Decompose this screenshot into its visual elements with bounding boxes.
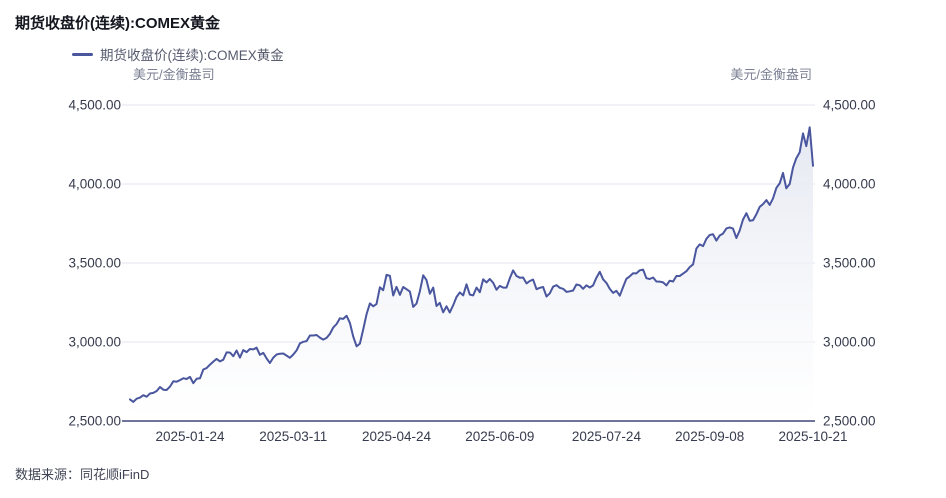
y-axis-label-right: 3,000.00 bbox=[823, 335, 876, 350]
x-axis-label: 2025-09-08 bbox=[675, 429, 744, 444]
x-axis-label: 2025-07-24 bbox=[572, 429, 642, 444]
legend-line-marker bbox=[72, 52, 93, 56]
x-axis-label: 2025-06-09 bbox=[465, 429, 534, 444]
legend[interactable]: 期货收盘价(连续):COMEX黄金 bbox=[72, 44, 284, 64]
y-axis-label-right: 4,000.00 bbox=[823, 177, 876, 192]
y-axis-label-left: 3,500.00 bbox=[68, 256, 121, 271]
data-source: 数据来源：同花顺iFinD bbox=[15, 467, 150, 482]
page-title: 期货收盘价(连续):COMEX黄金 bbox=[15, 15, 220, 32]
gold-price-chart[interactable]: 4,500.00 4,500.00 4,000.00 4,000.00 3,500.00… bbox=[0, 0, 946, 460]
y-axis-label-right: 4,500.00 bbox=[823, 98, 876, 113]
y-axis-label-left: 3,000.00 bbox=[68, 335, 121, 350]
y-axis-label-left: 4,500.00 bbox=[68, 98, 121, 113]
x-axis-label: 2025-04-24 bbox=[362, 429, 432, 444]
y-axis-unit-right: 美元/金衡盎司 bbox=[730, 67, 812, 82]
price-line[interactable] bbox=[129, 126, 814, 403]
y-axis-label-left: 2,500.00 bbox=[68, 414, 121, 429]
y-axis-label-right: 2,500.00 bbox=[823, 414, 876, 429]
x-axis-label: 2025-01-24 bbox=[155, 429, 225, 444]
x-axis-label: 2025-10-21 bbox=[778, 429, 847, 444]
price-area bbox=[130, 127, 813, 422]
x-axis-label: 2025-03-11 bbox=[259, 429, 327, 444]
legend-label: 期货收盘价(连续):COMEX黄金 bbox=[100, 48, 284, 63]
y-axis-label-left: 4,000.00 bbox=[68, 177, 121, 192]
y-axis-label-right: 3,500.00 bbox=[823, 256, 876, 271]
y-axis-unit-left: 美元/金衡盎司 bbox=[133, 67, 215, 82]
